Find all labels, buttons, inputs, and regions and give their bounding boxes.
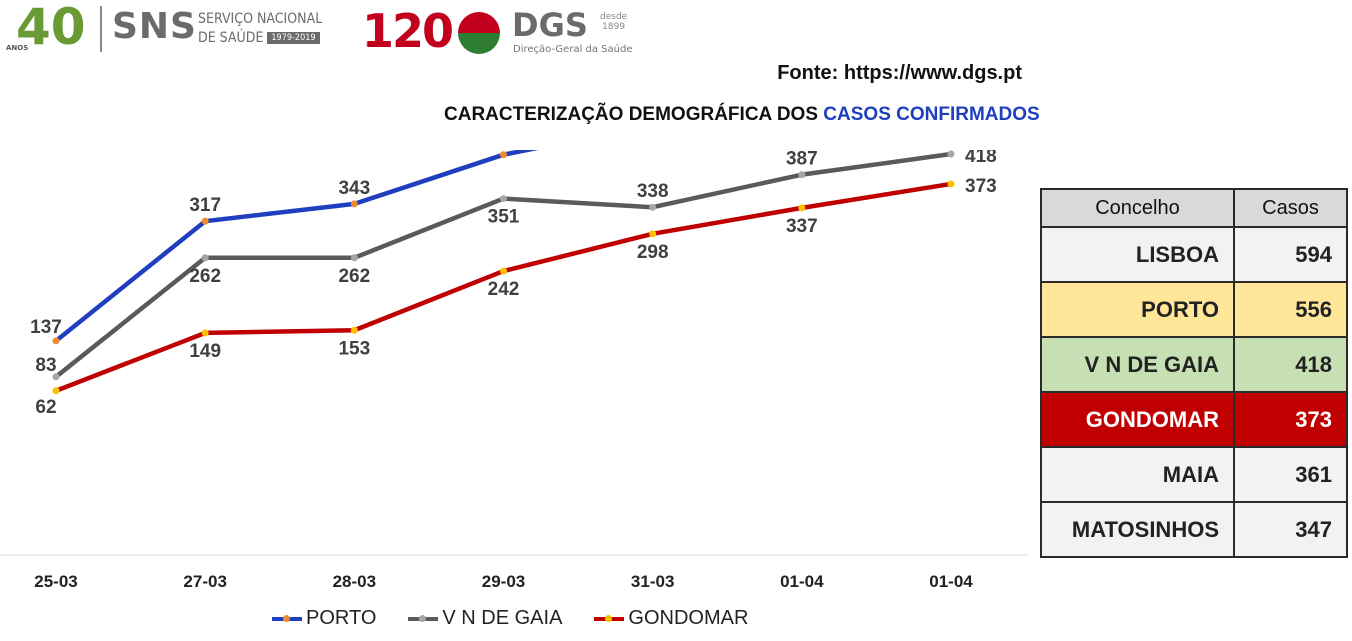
table-header-row: Concelho Casos xyxy=(1040,188,1348,228)
data-label: 351 xyxy=(488,207,520,228)
table-header-concelho: Concelho xyxy=(1040,188,1235,228)
data-point xyxy=(350,254,358,262)
data-point xyxy=(52,373,60,381)
chart-title: CARACTERIZAÇÃO DEMOGRÁFICA DOS CASOS CON… xyxy=(444,104,1040,126)
logo-40-number: 40 xyxy=(16,0,86,56)
line-chart: 25-03 27-03 28-03 29-03 31-03 01-04 01-04 137 31… xyxy=(0,150,1028,591)
table-header-casos: Casos xyxy=(1233,188,1348,228)
sns-line1: SERVIÇO NACIONAL xyxy=(198,11,323,27)
legend-label-porto: PORTO xyxy=(306,607,377,629)
legend-label-gaia: V N DE GAIA xyxy=(442,607,563,629)
data-point xyxy=(500,195,507,203)
table-row: LISBOA 594 xyxy=(1040,226,1348,283)
table-cell-concelho: GONDOMAR xyxy=(1040,391,1235,448)
table-cell-concelho: PORTO xyxy=(1040,281,1235,338)
data-point xyxy=(798,204,806,212)
logo-separator xyxy=(100,6,102,52)
data-label: 387 xyxy=(786,150,818,170)
legend-item-gaia: V N DE GAIA xyxy=(408,607,562,630)
x-tick-label: 31-03 xyxy=(631,572,674,591)
dgs-since: desde 1899 xyxy=(600,12,627,32)
data-label: 373 xyxy=(965,176,997,197)
data-label: 338 xyxy=(637,181,669,202)
data-label: 337 xyxy=(786,216,818,237)
legend-item-gondomar: GONDOMAR xyxy=(594,607,748,630)
data-label: 137 xyxy=(30,317,62,338)
table-cell-concelho: V N DE GAIA xyxy=(1040,336,1235,393)
table-cell-casos: 556 xyxy=(1233,281,1348,338)
x-tick-label: 25-03 xyxy=(34,572,77,591)
dgs-subtitle: Direção-Geral da Saúde xyxy=(513,44,633,55)
x-tick-label: 28-03 xyxy=(333,572,376,591)
data-label: 62 xyxy=(35,397,56,418)
data-label: 343 xyxy=(338,178,370,199)
data-point xyxy=(649,203,657,211)
dgs-120-number: 120 xyxy=(362,4,454,58)
legend-item-porto: PORTO xyxy=(272,607,376,630)
data-point xyxy=(947,180,955,188)
sns-subtitle: SERVIÇO NACIONAL DE SAÚDE 1979-2019 xyxy=(198,10,322,48)
dgs-logo: DGS xyxy=(512,6,588,44)
dgs-120-logo: 120 xyxy=(362,4,454,58)
data-point xyxy=(947,150,955,158)
table-row: V N DE GAIA 418 xyxy=(1040,336,1348,393)
cases-table: Concelho Casos LISBOA 594 PORTO 556 V N DE… xyxy=(1040,188,1348,558)
table-cell-casos: 361 xyxy=(1233,446,1348,503)
data-point xyxy=(201,254,209,262)
header-logos: 40 ANOS SNS SERVIÇO NACIONAL DE SAÚDE 197… xyxy=(0,0,640,60)
legend-line-porto-icon xyxy=(272,614,302,622)
dgs-emblem-icon xyxy=(458,12,500,54)
data-point xyxy=(52,337,60,345)
dgs-desde-label: desde xyxy=(600,12,628,22)
sns-logo: SNS xyxy=(112,6,197,47)
table-row: MATOSINHOS 347 xyxy=(1040,501,1348,558)
data-point xyxy=(52,387,60,395)
data-point xyxy=(201,217,209,225)
sns-line2: DE SAÚDE xyxy=(198,30,264,46)
data-label: 153 xyxy=(338,338,370,359)
table-cell-casos: 347 xyxy=(1233,501,1348,558)
table-cell-casos: 594 xyxy=(1233,226,1348,283)
sns-years-badge: 1979-2019 xyxy=(267,32,320,44)
table-cell-concelho: MATOSINHOS xyxy=(1040,501,1235,558)
logo-40-anos: ANOS xyxy=(6,44,29,52)
data-point xyxy=(350,200,358,208)
chart-title-main: CARACTERIZAÇÃO DEMOGRÁFICA DOS xyxy=(444,104,824,125)
dgs-year-label: 1899 xyxy=(602,22,626,32)
data-label: 418 xyxy=(965,150,997,167)
data-label: 149 xyxy=(189,341,221,362)
table-cell-concelho: LISBOA xyxy=(1040,226,1235,283)
chart-title-highlight: CASOS CONFIRMADOS xyxy=(823,104,1040,125)
data-label: 262 xyxy=(338,266,370,287)
data-point xyxy=(350,326,358,334)
data-label: 298 xyxy=(637,242,669,263)
source-text: Fonte: https://www.dgs.pt xyxy=(777,62,1022,84)
legend-line-gondomar-icon xyxy=(594,614,625,622)
table-cell-concelho: MAIA xyxy=(1040,446,1235,503)
data-label: 242 xyxy=(488,279,520,300)
x-tick-label: 01-04 xyxy=(929,572,973,591)
table-cell-casos: 418 xyxy=(1233,336,1348,393)
sns-40-years-logo: 40 ANOS xyxy=(4,0,92,56)
data-label: 83 xyxy=(35,355,56,376)
dgs-anos-label: anos xyxy=(366,40,383,48)
table-row: PORTO 556 xyxy=(1040,281,1348,338)
table-cell-casos: 373 xyxy=(1233,391,1348,448)
x-tick-label: 01-04 xyxy=(780,572,824,591)
data-point xyxy=(500,151,507,159)
legend-line-gaia-icon xyxy=(408,614,439,622)
series-line xyxy=(54,150,539,343)
data-label: 262 xyxy=(189,266,221,287)
chart-legend: PORTO V N DE GAIA GONDOMAR xyxy=(272,607,748,630)
x-tick-label: 29-03 xyxy=(482,572,525,591)
data-label: 317 xyxy=(189,195,221,216)
x-tick-label: 27-03 xyxy=(183,572,226,591)
data-point xyxy=(500,267,507,275)
table-row: MAIA 361 xyxy=(1040,446,1348,503)
legend-label-gondomar: GONDOMAR xyxy=(628,607,749,629)
data-point xyxy=(201,329,209,337)
data-point xyxy=(798,171,806,179)
table-row: GONDOMAR 373 xyxy=(1040,391,1348,448)
data-point xyxy=(649,230,657,238)
